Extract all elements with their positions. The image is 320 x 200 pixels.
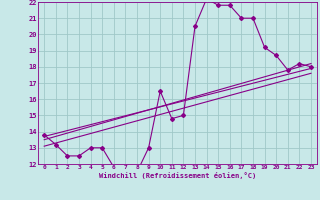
X-axis label: Windchill (Refroidissement éolien,°C): Windchill (Refroidissement éolien,°C) (99, 172, 256, 179)
